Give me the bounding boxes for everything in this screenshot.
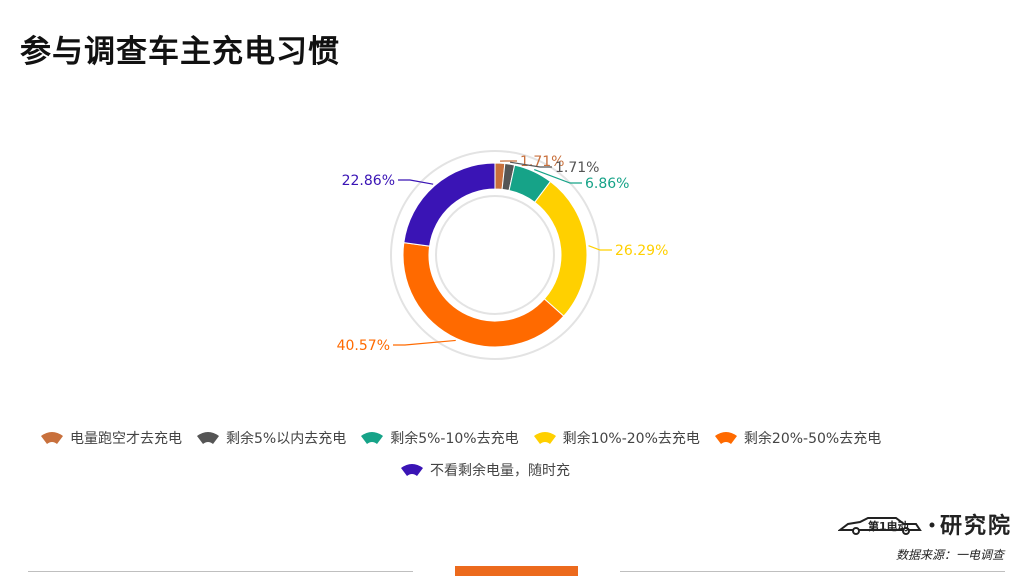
leader-line xyxy=(393,339,456,346)
legend-item: 剩余10%-20%去充电 xyxy=(533,428,700,448)
legend-swatch-icon xyxy=(197,432,219,444)
footer-divider-right xyxy=(620,571,1005,572)
data-label: 1.71% xyxy=(555,160,599,176)
data-label: 40.57% xyxy=(337,338,390,354)
footer-accent-bar xyxy=(455,566,578,576)
legend-label: 电量跑空才去充电 xyxy=(70,431,182,447)
donut-slice xyxy=(403,162,496,247)
page-title: 参与调查车主充电习惯 xyxy=(20,34,340,70)
car-logo-icon: 第1电动 xyxy=(837,517,935,535)
legend-swatch-icon xyxy=(714,432,737,444)
leader-line xyxy=(534,169,582,184)
leader-line xyxy=(509,161,552,168)
leader-line xyxy=(398,179,434,185)
data-label: 26.29% xyxy=(615,243,668,259)
inner-guide-ring xyxy=(435,195,555,315)
legend-swatch-icon xyxy=(361,432,384,444)
legend-item: 电量跑空才去充电 xyxy=(40,428,182,448)
legend-swatch-icon xyxy=(533,432,556,444)
legend-label: 剩余5%以内去充电 xyxy=(226,431,347,447)
legend-label: 剩余10%-20%去充电 xyxy=(562,431,700,447)
legend-row: 电量跑空才去充电 剩余5%以内去充电 剩余5%-10%去充电 剩余10%-20%去充电… xyxy=(40,427,1000,449)
legend-row: 不看剩余电量，随时充 xyxy=(40,459,1000,481)
legend-label: 剩余5%-10%去充电 xyxy=(390,431,519,447)
leader-line xyxy=(588,245,612,251)
legend-swatch-icon xyxy=(41,432,63,444)
legend-swatch-icon xyxy=(401,464,423,476)
data-source: 数据来源：一电调查 xyxy=(895,548,1004,562)
legend-label: 剩余20%-50%去充电 xyxy=(743,431,882,447)
footer-divider-left xyxy=(28,571,413,572)
legend-label: 不看剩余电量，随时充 xyxy=(430,463,570,479)
legend-item: 不看剩余电量，随时充 xyxy=(400,460,570,480)
donut-chart: 1.71%1.71%6.86%26.29%40.57%22.86% xyxy=(337,150,668,360)
brand-text: 研究院 xyxy=(939,514,1012,539)
donut-slice xyxy=(534,180,588,317)
legend-item: 剩余20%-50%去充电 xyxy=(714,428,881,448)
outer-guide-ring xyxy=(390,150,600,360)
data-label: 6.86% xyxy=(585,176,629,192)
brand: 第1电动 研究院 xyxy=(837,508,1012,540)
brand-logo-text: 第1电动 xyxy=(868,519,909,533)
legend-item: 剩余5%-10%去充电 xyxy=(360,428,519,448)
data-label: 22.86% xyxy=(342,173,395,189)
chart-legend: 电量跑空才去充电 剩余5%以内去充电 剩余5%-10%去充电 剩余10%-20%去充电… xyxy=(40,427,1000,491)
donut-slice xyxy=(402,242,565,348)
legend-item: 剩余5%以内去充电 xyxy=(196,428,346,448)
